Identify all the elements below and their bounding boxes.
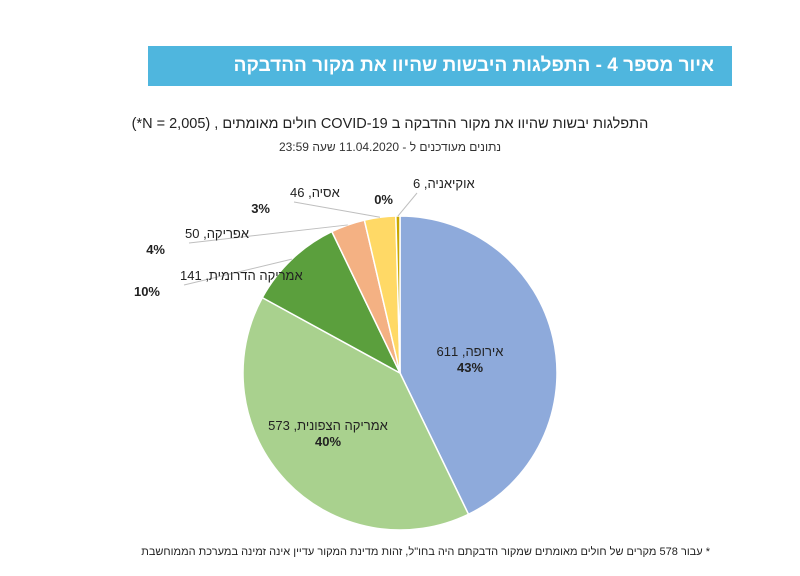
slice-label-1: אמריקה הצפונית, 573 — [268, 418, 388, 433]
figure-banner: איור מספר 4 - התפלגות היבשות שהיוו את מק… — [148, 46, 732, 86]
pie-slice-5 — [395, 215, 401, 374]
slice-label-2: אמריקה הדרומית, 141 — [180, 268, 303, 283]
slice-percent-2: 10% — [134, 284, 160, 299]
leader-line-4 — [293, 201, 381, 218]
chart-title: התפלגות יבשות שהיוו את מקור ההדבקה ב COV… — [131, 116, 649, 132]
banner-title: איור מספר 4 - התפלגות היבשות שהיוו את מק… — [233, 55, 714, 76]
footnote: * עבור 578 מקרים של חולים מאומתים שמקור … — [141, 546, 710, 558]
slice-percent-1: 40% — [315, 434, 341, 449]
slice-label-5: אוקיאניה, 6 — [413, 176, 475, 191]
slice-label-4: אסיה, 46 — [290, 185, 340, 200]
slice-percent-5: 0% — [374, 192, 393, 207]
chart-subtitle: נתונים מעודכנים ל - 11.04.2020 שעה 23:59 — [278, 140, 502, 154]
slice-percent-0: 43% — [457, 360, 483, 375]
slice-label-0: אירופה, 611 — [437, 344, 504, 359]
leader-line-2 — [183, 258, 293, 286]
slice-percent-4: 3% — [251, 201, 270, 216]
pie-slice-1 — [242, 296, 470, 531]
pie-slice-2 — [261, 230, 402, 375]
leader-line-3 — [188, 224, 348, 244]
slice-label-3: אפריקה, 50 — [185, 226, 249, 241]
leader-line-5 — [397, 192, 418, 217]
slice-percent-3: 4% — [146, 242, 165, 257]
pie-slice-0 — [399, 215, 558, 516]
